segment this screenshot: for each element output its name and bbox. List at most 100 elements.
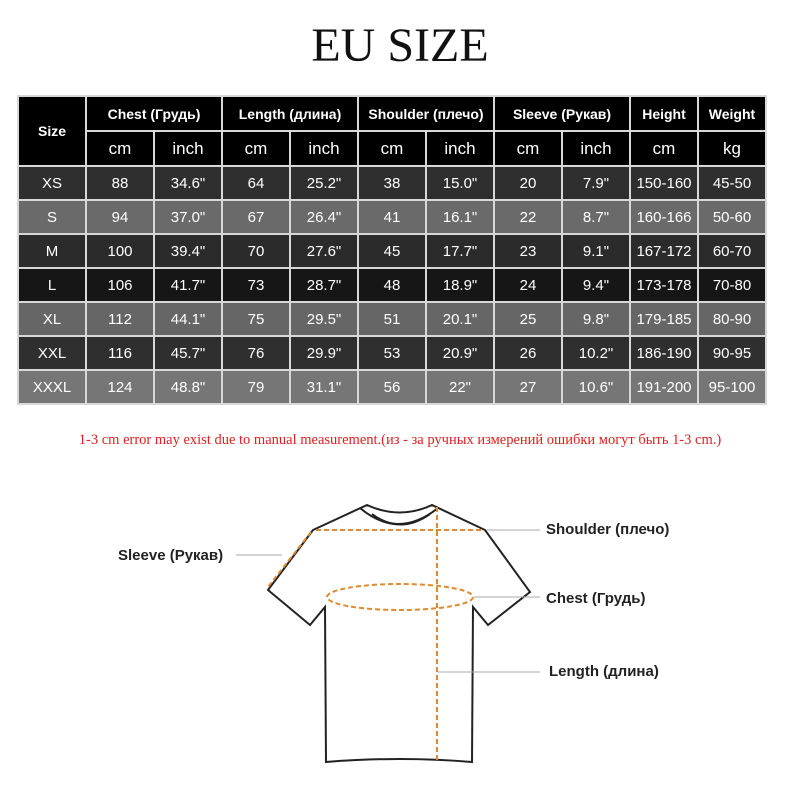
value-cell: 18.9": [425, 267, 495, 303]
value-cell: 15.0": [425, 165, 495, 201]
measure-lines: [267, 507, 483, 763]
value-cell: 51: [357, 301, 427, 337]
value-cell: 31.1": [289, 369, 359, 405]
value-cell: 7.9": [561, 165, 631, 201]
size-table: Size Chest (Грудь) Length (длина) Shoulder …: [17, 95, 767, 405]
value-cell: 64: [221, 165, 291, 201]
value-cell: 22: [493, 199, 563, 235]
value-cell: 150-160: [629, 165, 699, 201]
value-cell: 17.7": [425, 233, 495, 269]
value-cell: 37.0": [153, 199, 223, 235]
length-label: Length (длина): [549, 663, 659, 680]
unit-header: inch: [289, 130, 359, 167]
value-cell: 20.1": [425, 301, 495, 337]
value-cell: 22": [425, 369, 495, 405]
sleeve-measure: [267, 531, 312, 588]
value-cell: 167-172: [629, 233, 699, 269]
value-cell: 26: [493, 335, 563, 371]
value-cell: 27: [493, 369, 563, 405]
value-cell: 179-185: [629, 301, 699, 337]
value-cell: 25.2": [289, 165, 359, 201]
unit-header: cm: [629, 130, 699, 167]
value-cell: 50-60: [697, 199, 767, 235]
value-cell: 75: [221, 301, 291, 337]
value-cell: 48.8": [153, 369, 223, 405]
value-cell: 60-70: [697, 233, 767, 269]
value-cell: 70-80: [697, 267, 767, 303]
measurement-note: 1-3 cm error may exist due to manual mea…: [78, 432, 722, 448]
value-cell: 45.7": [153, 335, 223, 371]
value-cell: 34.6": [153, 165, 223, 201]
unit-header: cm: [85, 130, 155, 167]
value-cell: 9.8": [561, 301, 631, 337]
value-cell: 73: [221, 267, 291, 303]
value-cell: 9.1": [561, 233, 631, 269]
value-cell: 56: [357, 369, 427, 405]
value-cell: 76: [221, 335, 291, 371]
table-row: S 94 37.0" 67 26.4" 41 16.1" 22 8.7" 160-166 50-60: [17, 199, 767, 235]
value-cell: 10.6": [561, 369, 631, 405]
table-row: L 106 41.7" 73 28.7" 48 18.9" 24 9.4" 173-178 70-8…: [17, 267, 767, 303]
unit-header: inch: [561, 130, 631, 167]
value-cell: 79: [221, 369, 291, 405]
unit-header: inch: [425, 130, 495, 167]
unit-header: kg: [697, 130, 767, 167]
value-cell: 27.6": [289, 233, 359, 269]
value-cell: 124: [85, 369, 155, 405]
value-cell: 10.2": [561, 335, 631, 371]
value-cell: 41.7": [153, 267, 223, 303]
value-cell: 26.4": [289, 199, 359, 235]
value-cell: 48: [357, 267, 427, 303]
value-cell: 45-50: [697, 165, 767, 201]
shoulder-label: Shoulder (плечо): [546, 521, 670, 538]
value-cell: 29.5": [289, 301, 359, 337]
value-cell: 8.7": [561, 199, 631, 235]
value-cell: 67: [221, 199, 291, 235]
value-cell: 80-90: [697, 301, 767, 337]
value-cell: 173-178: [629, 267, 699, 303]
size-header: Size: [17, 95, 87, 167]
column-group-header: Sleeve (Рукав): [493, 95, 631, 132]
chest-label: Chest (Грудь): [546, 590, 646, 607]
value-cell: 116: [85, 335, 155, 371]
unit-header: inch: [153, 130, 223, 167]
value-cell: 16.1": [425, 199, 495, 235]
column-group-header: Shoulder (плечо): [357, 95, 495, 132]
column-group-header: Length (длина): [221, 95, 359, 132]
value-cell: 90-95: [697, 335, 767, 371]
size-cell: S: [17, 199, 87, 235]
value-cell: 20: [493, 165, 563, 201]
size-cell: XL: [17, 301, 87, 337]
value-cell: 186-190: [629, 335, 699, 371]
value-cell: 38: [357, 165, 427, 201]
value-cell: 94: [85, 199, 155, 235]
value-cell: 160-166: [629, 199, 699, 235]
unit-header: cm: [493, 130, 563, 167]
page-title: EU SIZE: [311, 19, 489, 72]
unit-header: cm: [221, 130, 291, 167]
value-cell: 45: [357, 233, 427, 269]
value-cell: 70: [221, 233, 291, 269]
size-cell: XS: [17, 165, 87, 201]
size-cell: XXL: [17, 335, 87, 371]
table-row: XS 88 34.6" 64 25.2" 38 15.0" 20 7.9" 150-160 45-5…: [17, 165, 767, 201]
leader-lines: [236, 529, 540, 673]
tshirt-outline: [266, 503, 532, 764]
tshirt-diagram: [236, 503, 540, 764]
value-cell: 41: [357, 199, 427, 235]
value-cell: 112: [85, 301, 155, 337]
column-group-header: Chest (Грудь): [85, 95, 223, 132]
table-row: XXXL 124 48.8" 79 31.1" 56 22" 27 10.6" 191-200 95…: [17, 369, 767, 405]
value-cell: 28.7": [289, 267, 359, 303]
chest-measure: [326, 583, 474, 611]
unit-header: cm: [357, 130, 427, 167]
value-cell: 20.9": [425, 335, 495, 371]
size-cell: L: [17, 267, 87, 303]
value-cell: 9.4": [561, 267, 631, 303]
value-cell: 44.1": [153, 301, 223, 337]
sleeve-label: Sleeve (Рукав): [118, 547, 224, 564]
value-cell: 53: [357, 335, 427, 371]
value-cell: 191-200: [629, 369, 699, 405]
table-row: XL 112 44.1" 75 29.5" 51 20.1" 25 9.8" 179-185 80-…: [17, 301, 767, 337]
